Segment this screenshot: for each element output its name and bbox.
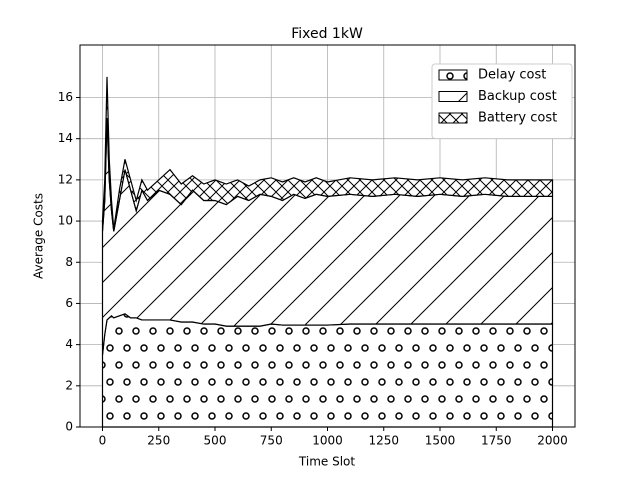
y-tick-label: 10 <box>58 214 73 228</box>
x-tick-label: 2000 <box>537 434 568 448</box>
legend-label: Battery cost <box>478 111 557 126</box>
ticks: 0 250 500 750 1000 1250 1500 1750 2000 0 2 4 6 8 10 12 1… <box>58 90 568 447</box>
chart-title: Fixed 1kW <box>291 26 363 42</box>
y-tick-label: 12 <box>58 172 73 186</box>
y-tick-label: 16 <box>58 90 73 104</box>
x-tick-label: 250 <box>147 434 170 448</box>
y-tick-label: 6 <box>65 296 73 310</box>
y-axis-label: Average Costs <box>32 193 46 279</box>
y-tick-label: 2 <box>65 378 73 392</box>
x-tick-label: 1250 <box>368 434 399 448</box>
area <box>101 76 554 232</box>
legend: Delay cost Backup cost Battery cost <box>431 63 573 139</box>
y-tick-label: 8 <box>65 255 73 269</box>
legend-label: Delay cost <box>478 68 546 83</box>
areas <box>101 76 554 428</box>
y-tick-label: 14 <box>58 131 73 145</box>
legend-swatch <box>438 112 468 124</box>
y-tick-label: 4 <box>65 337 73 351</box>
legend-label: Backup cost <box>478 89 557 104</box>
x-tick-label: 750 <box>260 434 283 448</box>
x-tick-label: 500 <box>204 434 227 448</box>
legend-swatch <box>438 91 468 102</box>
x-tick-label: 1500 <box>425 434 456 448</box>
y-tick-label: 0 <box>65 420 73 434</box>
area <box>101 313 554 428</box>
x-tick-label: 1000 <box>312 434 343 448</box>
x-tick-label: 0 <box>99 434 107 448</box>
legend-swatch <box>438 69 468 81</box>
x-axis-label: Time Slot <box>298 455 355 469</box>
x-tick-label: 1750 <box>481 434 512 448</box>
